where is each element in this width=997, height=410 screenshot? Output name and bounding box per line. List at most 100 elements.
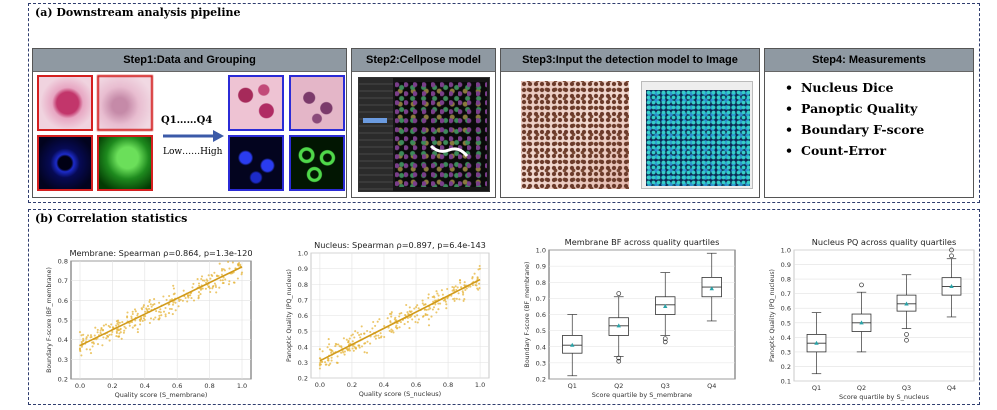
scatter-point [463, 284, 466, 287]
scatter-point [365, 351, 369, 354]
right-arrow-icon [163, 130, 224, 142]
scatter-point [210, 273, 213, 276]
scatter-point [319, 363, 323, 366]
scatter-point [78, 347, 82, 350]
y-tick-label: 0.8 [781, 276, 791, 284]
scatter-point [182, 289, 185, 292]
scatter-point [379, 336, 382, 339]
measurement-item: Boundary F-score [785, 119, 924, 140]
y-tick-label: 0.2 [781, 363, 791, 371]
outlier-point [859, 282, 864, 288]
scatter-point [112, 326, 115, 329]
scatter-point [386, 317, 389, 320]
scatter-point [209, 277, 212, 280]
mean-marker [949, 283, 954, 288]
scatter-point [154, 316, 157, 319]
scatter-point [134, 310, 137, 313]
scatter-point [430, 315, 433, 318]
y-tick-label: 0.7 [781, 290, 791, 298]
scatter-point [345, 338, 348, 341]
scatter-point [451, 285, 454, 289]
scatter-point [120, 337, 123, 340]
scatter-point [172, 293, 175, 296]
scatter-point [454, 285, 457, 288]
x-axis-label: Score quartile by S_membrane [592, 391, 692, 399]
scatter-point [403, 323, 406, 326]
scatter-point [464, 288, 467, 292]
scatter-point [146, 305, 150, 308]
x-tick-label: 0.6 [172, 382, 182, 390]
scatter-point [122, 331, 125, 334]
scatter-point [427, 293, 430, 296]
scatter-point [240, 271, 244, 274]
scatter-point [437, 308, 440, 311]
scatter-point [231, 261, 234, 264]
scatter-point [214, 285, 218, 289]
x-axis-label: Score quartile by S_nucleus [839, 393, 930, 401]
scatter-point [424, 303, 427, 306]
chart-3: 0.2 0.3 0.4 0.5 0.6 0.7 0.8 0.9 1.0 Q1 Q2 Q3 Q4 Membr… [524, 237, 736, 399]
measurement-item: Count-Error [785, 140, 924, 161]
scatter-point [172, 284, 175, 287]
scatter-point [337, 343, 340, 346]
scatter-point [439, 302, 442, 305]
scatter-point [93, 334, 96, 337]
scatter-point [128, 324, 131, 327]
y-tick-label: 0.5 [781, 319, 791, 327]
scatter-point [356, 331, 359, 334]
scatter-point [153, 298, 156, 301]
scatter-point [406, 311, 409, 314]
scatter-point [478, 264, 481, 268]
scatter-point [162, 310, 166, 313]
scatter-point [435, 311, 438, 314]
scatter-point [115, 324, 118, 327]
scatter-point [141, 319, 144, 322]
step4-box: Step4: Measurements Nucleus Dice Panopti… [764, 48, 974, 198]
scatter-point [405, 303, 408, 307]
if-tile-low-1 [37, 135, 93, 191]
scatter-point [171, 303, 175, 306]
scatter-point [158, 314, 161, 317]
step2-header: Step2:Cellpose model [352, 49, 495, 72]
scatter-point [350, 334, 353, 337]
scatter-point [334, 345, 337, 348]
scatter-point [131, 312, 134, 316]
scatter-point [220, 267, 224, 271]
x-tick-label: 0.4 [379, 381, 389, 389]
chart-4: 0.1 0.2 0.3 0.4 0.5 0.6 0.7 0.8 0.9 1.0 Q1 Q2 Q3 Q4 Nu… [769, 237, 975, 401]
y-axis-label: Boundary F-score (BF_membrane) [524, 262, 531, 368]
scatter-point [80, 340, 83, 343]
x-tick-label: Q1 [568, 382, 577, 390]
x-tick-label: Q4 [707, 382, 716, 390]
outlier-point [662, 336, 668, 342]
scatter-point [100, 328, 103, 331]
x-tick-label: 0.0 [315, 381, 325, 389]
scatter-point [116, 322, 119, 325]
scatter-point [85, 337, 88, 340]
outlier-point [616, 291, 622, 296]
scatter-point [417, 307, 420, 310]
scatter-point [136, 314, 139, 317]
scatter-point [416, 304, 419, 307]
scatter-point [196, 278, 199, 281]
y-tick-label: 1.0 [781, 247, 791, 255]
scatter-point [426, 313, 429, 316]
scatter-point [366, 329, 369, 333]
scatter-point [181, 299, 184, 302]
scatter-point [89, 336, 92, 339]
x-tick-label: 0.6 [411, 381, 421, 389]
scatter-point [425, 308, 428, 311]
chart-title: Membrane: Spearman ρ=0.864, p=1.3e-120 [69, 248, 252, 258]
trend-line [319, 278, 481, 362]
scatter-point [167, 303, 170, 306]
scatter-point [111, 330, 114, 333]
scatter-point [197, 282, 201, 285]
scatter-point [342, 351, 345, 354]
scatter-point [82, 339, 85, 342]
he-tile-low-1 [37, 75, 93, 131]
scatter-point [131, 326, 134, 329]
scatter-point [203, 279, 206, 282]
scatter-point [177, 305, 180, 308]
y-tick-label: 0.6 [58, 297, 68, 305]
chart-1: 0.2 0.3 0.4 0.5 0.6 0.7 0.8 0.0 0.2 0.4 0.6 0.8 1.0 M… [46, 248, 253, 399]
